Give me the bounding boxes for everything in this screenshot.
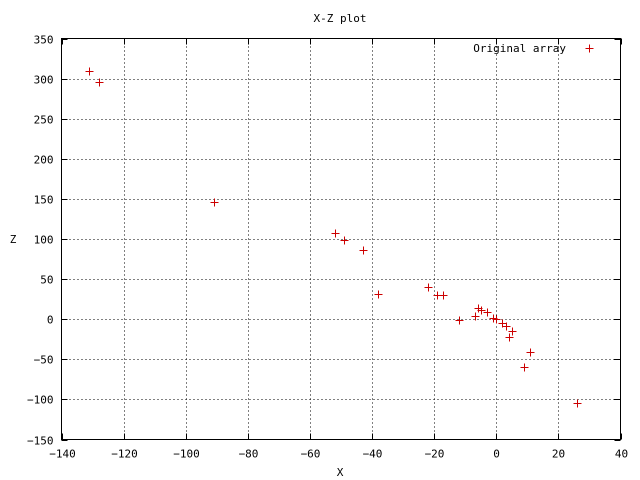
data-point [520, 363, 529, 372]
x-tick-label: −60 [301, 448, 321, 461]
data-point [477, 306, 486, 315]
x-tick-label: −100 [173, 448, 200, 461]
y-tick-label: 50 [40, 274, 53, 287]
data-point [526, 348, 535, 357]
chart-title: X-Z plot [314, 12, 367, 25]
y-tick-label: −100 [27, 394, 54, 407]
y-tick-label: 150 [34, 194, 54, 207]
x-tick-label: −140 [49, 448, 76, 461]
x-axis-label: X [337, 466, 344, 479]
data-point [471, 312, 480, 321]
x-tick-label: −120 [111, 448, 138, 461]
data-point [331, 229, 340, 238]
data-point [340, 236, 349, 245]
y-tick-label: 250 [34, 114, 54, 127]
data-points [85, 67, 582, 408]
data-point [85, 67, 94, 76]
data-point [374, 290, 383, 299]
y-axis-label: Z [10, 233, 17, 246]
y-tick-label: −50 [34, 354, 54, 367]
data-point [95, 78, 104, 87]
y-tick-label: 350 [34, 34, 54, 47]
data-point [439, 291, 448, 300]
y-tick-label: −150 [27, 435, 54, 448]
legend: Original array [473, 42, 594, 55]
data-point [359, 246, 368, 255]
data-point [505, 333, 514, 342]
x-tick-label: −80 [239, 448, 259, 461]
plot-frame [61, 38, 621, 440]
legend-label: Original array [473, 42, 566, 55]
data-point [210, 198, 219, 207]
data-point [424, 283, 433, 292]
data-point [492, 315, 501, 324]
x-tick-label: 40 [615, 448, 628, 461]
x-tick-label: 20 [552, 448, 565, 461]
y-tick-label: 100 [34, 234, 54, 247]
y-tick-label: 300 [34, 74, 54, 87]
axis-ticks: −140 −120 −100 −80 −60 −40 −20 0 20 40 −150 −100 −50… [27, 34, 628, 461]
x-tick-label: −40 [363, 448, 383, 461]
data-point [455, 316, 464, 325]
data-point [483, 308, 492, 317]
data-point [508, 327, 517, 336]
legend-marker-glyph [585, 44, 594, 53]
x-tick-label: −20 [425, 448, 445, 461]
data-point [502, 322, 511, 331]
grid-lines [61, 38, 621, 440]
y-tick-label: 0 [47, 314, 54, 327]
x-tick-label: 0 [493, 448, 500, 461]
y-tick-label: 200 [34, 154, 54, 167]
legend-marker-plus [585, 44, 594, 53]
data-point [573, 399, 582, 408]
